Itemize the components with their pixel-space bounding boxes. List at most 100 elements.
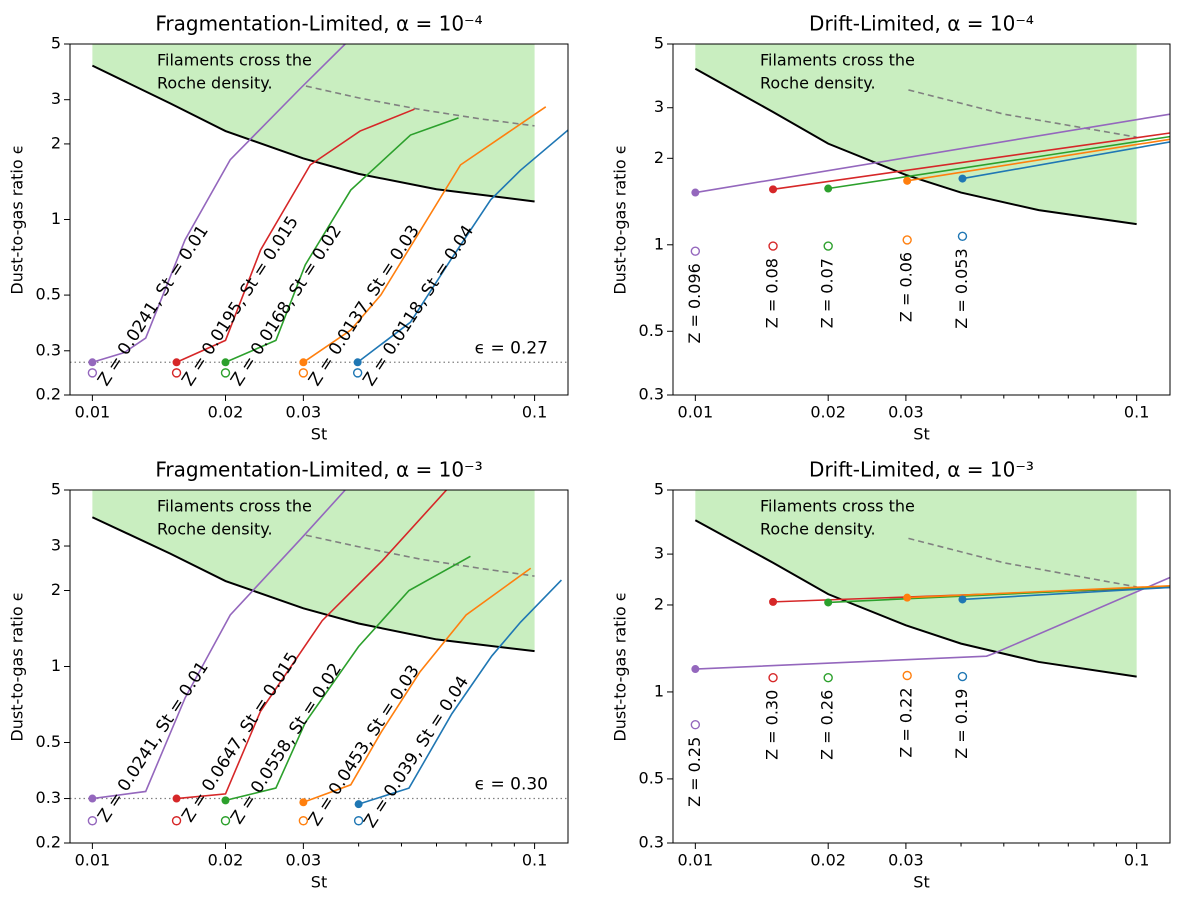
series-line bbox=[225, 117, 459, 364]
start-marker bbox=[88, 794, 97, 803]
start-marker bbox=[824, 598, 833, 607]
series-label: Z = 0.039, St = 0.04 bbox=[360, 673, 473, 832]
start-marker bbox=[299, 358, 308, 367]
open-marker bbox=[298, 816, 309, 826]
roche-curve bbox=[694, 67, 1137, 226]
chart-title: Fragmentation-Limited, α = 10⁻⁴ bbox=[155, 12, 482, 36]
series-line bbox=[303, 567, 532, 804]
roche-region bbox=[695, 490, 1137, 677]
plot-area bbox=[70, 44, 568, 364]
x-tick-label: 0.1 bbox=[1124, 403, 1149, 422]
open-marker bbox=[823, 673, 833, 683]
x-tick-label: 0.1 bbox=[1124, 851, 1149, 870]
y-tick-label: 0.5 bbox=[36, 285, 61, 304]
open-marker bbox=[690, 720, 701, 730]
series-label: Z = 0.22 bbox=[897, 687, 916, 757]
start-marker bbox=[691, 665, 700, 674]
open-marker bbox=[220, 816, 231, 826]
open-marker bbox=[87, 816, 98, 826]
x-tick-label: 0.01 bbox=[678, 403, 714, 422]
series-label: Z = 0.07 bbox=[818, 258, 837, 328]
x-tick-label: 0.1 bbox=[522, 403, 547, 422]
dashed-curve bbox=[908, 89, 1137, 138]
y-tick-label: 0.5 bbox=[36, 732, 61, 751]
y-tick-label: 0.3 bbox=[36, 340, 61, 359]
y-axis-label: Dust-to-gas ratio ϵ bbox=[611, 591, 630, 741]
start-marker bbox=[353, 358, 362, 367]
open-marker bbox=[352, 368, 363, 378]
panel: Z = 0.25 Z = 0.30 Z = 0.26 Z = 0.22 Z = 0.19… bbox=[611, 458, 1171, 892]
roche-curve bbox=[91, 516, 535, 653]
open-marker bbox=[171, 368, 182, 378]
annotation: Filaments cross the bbox=[760, 497, 915, 516]
series-line bbox=[907, 585, 1170, 599]
plot-area bbox=[70, 490, 568, 805]
y-tick-label: 0.3 bbox=[36, 788, 61, 807]
x-tick-label: 0.03 bbox=[888, 851, 924, 870]
open-marker bbox=[902, 235, 912, 245]
open-marker bbox=[690, 246, 701, 256]
series-label: Z = 0.0118, St = 0.04 bbox=[359, 222, 478, 390]
open-marker bbox=[353, 816, 364, 826]
open-marker bbox=[87, 368, 98, 378]
y-tick-label: 0.3 bbox=[639, 385, 664, 404]
dashed-curve bbox=[305, 534, 535, 577]
x-tick-label: 0.03 bbox=[286, 403, 322, 422]
x-tick-label: 0.01 bbox=[678, 851, 714, 870]
axes-frame bbox=[672, 489, 1171, 844]
y-tick-label: 1 bbox=[51, 209, 61, 228]
y-tick-label: 5 bbox=[51, 34, 61, 53]
series-label: Z = 0.26 bbox=[818, 690, 837, 760]
y-tick-label: 5 bbox=[51, 480, 61, 499]
series-label: Z = 0.053 bbox=[952, 248, 971, 328]
open-marker bbox=[768, 673, 778, 683]
start-marker bbox=[221, 358, 230, 367]
open-marker bbox=[171, 816, 182, 826]
start-marker bbox=[354, 800, 363, 809]
y-tick-label: 3 bbox=[51, 536, 61, 555]
y-tick-label: 2 bbox=[654, 148, 664, 167]
series-label: Z = 0.06 bbox=[897, 252, 916, 322]
series-line bbox=[225, 555, 471, 802]
series-line bbox=[92, 490, 346, 800]
x-tick-label: 0.02 bbox=[810, 403, 846, 422]
annotation: Roche density. bbox=[157, 74, 273, 93]
y-tick-label: 1 bbox=[654, 681, 664, 700]
open-marker bbox=[957, 671, 968, 682]
x-axis-label: St bbox=[311, 425, 327, 444]
x-tick-label: 0.03 bbox=[286, 851, 322, 870]
open-marker bbox=[220, 368, 231, 378]
y-tick-label: 2 bbox=[654, 594, 664, 613]
x-axis-label: St bbox=[913, 873, 929, 892]
start-marker bbox=[903, 593, 912, 602]
series-line bbox=[358, 579, 563, 805]
roche-region bbox=[92, 490, 535, 652]
start-marker bbox=[769, 185, 778, 194]
chart-title: Fragmentation-Limited, α = 10⁻³ bbox=[155, 458, 482, 482]
start-marker bbox=[172, 358, 181, 367]
x-tick-label: 0.01 bbox=[75, 403, 111, 422]
panel: ϵ = 0.27Z = 0.0241, St = 0.01Z = 0.0195,… bbox=[8, 12, 569, 444]
series-line bbox=[772, 132, 1170, 191]
roche-curve bbox=[694, 519, 1137, 678]
series-line bbox=[357, 129, 568, 363]
start-marker bbox=[221, 796, 230, 805]
start-marker bbox=[299, 798, 308, 807]
series-line bbox=[92, 44, 346, 364]
annotation: Roche density. bbox=[760, 520, 876, 539]
x-axis-label: St bbox=[913, 425, 929, 444]
open-marker bbox=[957, 231, 968, 242]
annotation: Filaments cross the bbox=[157, 497, 312, 516]
roche-region bbox=[695, 44, 1137, 225]
x-tick-label: 0.03 bbox=[888, 403, 924, 422]
y-tick-label: 0.5 bbox=[639, 321, 664, 340]
plot-area bbox=[694, 490, 1170, 678]
open-marker bbox=[902, 670, 912, 681]
x-tick-label: 0.02 bbox=[810, 851, 846, 870]
start-marker bbox=[958, 595, 967, 604]
chart-title: Drift-Limited, α = 10⁻⁴ bbox=[809, 12, 1034, 36]
series-label: Z = 0.25 bbox=[685, 737, 704, 807]
series-label: Z = 0.08 bbox=[763, 258, 782, 328]
y-tick-label: 3 bbox=[654, 544, 664, 563]
